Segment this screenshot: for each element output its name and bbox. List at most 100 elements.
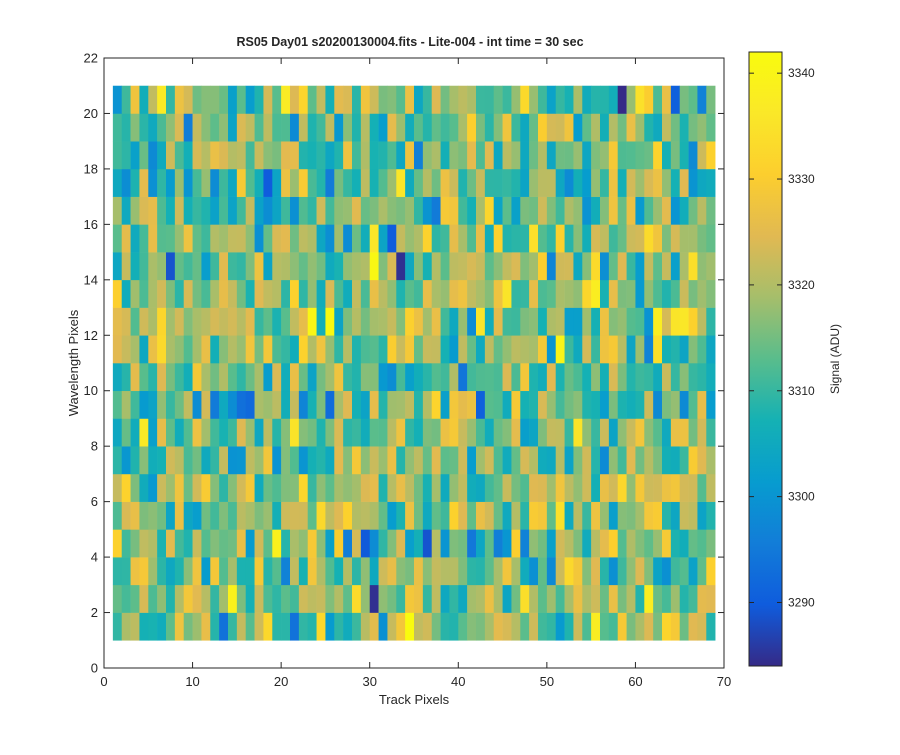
heatmap-cell <box>502 501 512 530</box>
heatmap-cell <box>573 85 583 114</box>
heatmap-cell <box>360 252 371 281</box>
heatmap-cell <box>582 335 592 364</box>
heatmap-cell <box>697 584 707 613</box>
heatmap-cell <box>157 446 167 475</box>
heatmap-cell <box>405 252 415 281</box>
heatmap-cell <box>600 113 610 142</box>
heatmap-cell <box>112 363 123 392</box>
heatmap-cell <box>458 446 468 475</box>
heatmap-cell <box>706 252 716 281</box>
heatmap-cell <box>546 85 557 114</box>
heatmap-cell <box>130 335 140 364</box>
heatmap-cell <box>369 168 379 197</box>
heatmap-cell <box>396 279 406 308</box>
heatmap-cell <box>139 168 149 197</box>
heatmap-cell <box>174 141 185 170</box>
heatmap-cell <box>112 584 123 613</box>
heatmap-cell <box>254 252 264 281</box>
heatmap-cell <box>307 529 317 558</box>
heatmap-cell <box>174 196 185 225</box>
heatmap-cell <box>546 279 557 308</box>
heatmap-cell <box>644 446 654 475</box>
colorbar-tick-label: 3290 <box>788 595 815 609</box>
heatmap-cell <box>272 307 282 336</box>
heatmap-cell <box>396 85 406 114</box>
heatmap-cell <box>343 141 353 170</box>
heatmap-cell <box>422 363 433 392</box>
heatmap-cell <box>511 141 521 170</box>
heatmap-cell <box>325 473 335 502</box>
heatmap-cell <box>263 196 273 225</box>
heatmap-cell <box>378 168 388 197</box>
heatmap-cell <box>431 363 441 392</box>
heatmap-cell <box>449 612 459 641</box>
heatmap-cell <box>369 363 379 392</box>
heatmap-cell <box>502 418 512 447</box>
heatmap-cell <box>706 335 716 364</box>
heatmap-cell <box>343 307 353 336</box>
heatmap-cell <box>697 612 707 641</box>
heatmap-cell <box>298 446 309 475</box>
heatmap-cell <box>538 307 548 336</box>
heatmap-cell <box>263 418 273 447</box>
heatmap-cell <box>139 363 149 392</box>
heatmap-cell <box>298 363 309 392</box>
heatmap-cell <box>228 252 238 281</box>
heatmap-cell <box>201 584 211 613</box>
heatmap-cell <box>316 335 326 364</box>
heatmap-cell <box>555 252 565 281</box>
heatmap-cell <box>431 390 441 419</box>
heatmap-cell <box>688 252 698 281</box>
heatmap-cell <box>538 446 548 475</box>
heatmap-cell <box>405 141 415 170</box>
heatmap-cell <box>396 584 406 613</box>
heatmap-cell <box>520 196 530 225</box>
heatmap-cell <box>644 501 654 530</box>
heatmap-cell <box>307 418 317 447</box>
heatmap-cell <box>405 85 415 114</box>
x-axis-label: Track Pixels <box>379 692 450 707</box>
heatmap-cell <box>148 252 158 281</box>
heatmap-cell <box>201 335 211 364</box>
heatmap-cell <box>245 279 255 308</box>
heatmap-cell <box>688 113 698 142</box>
heatmap-cell <box>538 501 548 530</box>
heatmap-cell <box>573 363 583 392</box>
heatmap-cell <box>272 529 282 558</box>
heatmap-cell <box>369 529 379 558</box>
heatmap-cell <box>192 279 202 308</box>
heatmap-cell <box>316 279 326 308</box>
heatmap-cell <box>228 113 238 142</box>
heatmap-cell <box>670 141 681 170</box>
heatmap-cell <box>290 473 300 502</box>
heatmap-cell <box>298 529 309 558</box>
heatmap-cell <box>422 224 433 253</box>
heatmap-cell <box>546 501 557 530</box>
heatmap-cell <box>298 335 309 364</box>
heatmap-cell <box>325 557 335 586</box>
heatmap-cell <box>538 279 548 308</box>
heatmap-cell <box>706 363 716 392</box>
heatmap-cell <box>440 224 450 253</box>
heatmap-cell <box>130 529 140 558</box>
heatmap-cell <box>334 473 344 502</box>
heatmap-cell <box>635 418 645 447</box>
heatmap-cell <box>520 279 530 308</box>
heatmap-cell <box>679 584 689 613</box>
heatmap-cell <box>166 473 176 502</box>
heatmap-cell <box>192 363 202 392</box>
heatmap-cell <box>484 335 495 364</box>
heatmap-cell <box>617 418 627 447</box>
y-tick-label: 10 <box>84 383 98 398</box>
heatmap-cell <box>263 529 273 558</box>
y-tick-label: 12 <box>84 328 98 343</box>
heatmap-cell <box>360 85 371 114</box>
heatmap-cell <box>608 584 619 613</box>
heatmap-cell <box>334 168 344 197</box>
heatmap-cell <box>564 196 574 225</box>
heatmap-cell <box>166 168 176 197</box>
heatmap-cell <box>281 279 291 308</box>
heatmap-cell <box>343 363 353 392</box>
heatmap-cell <box>502 557 512 586</box>
heatmap-cell <box>555 307 565 336</box>
